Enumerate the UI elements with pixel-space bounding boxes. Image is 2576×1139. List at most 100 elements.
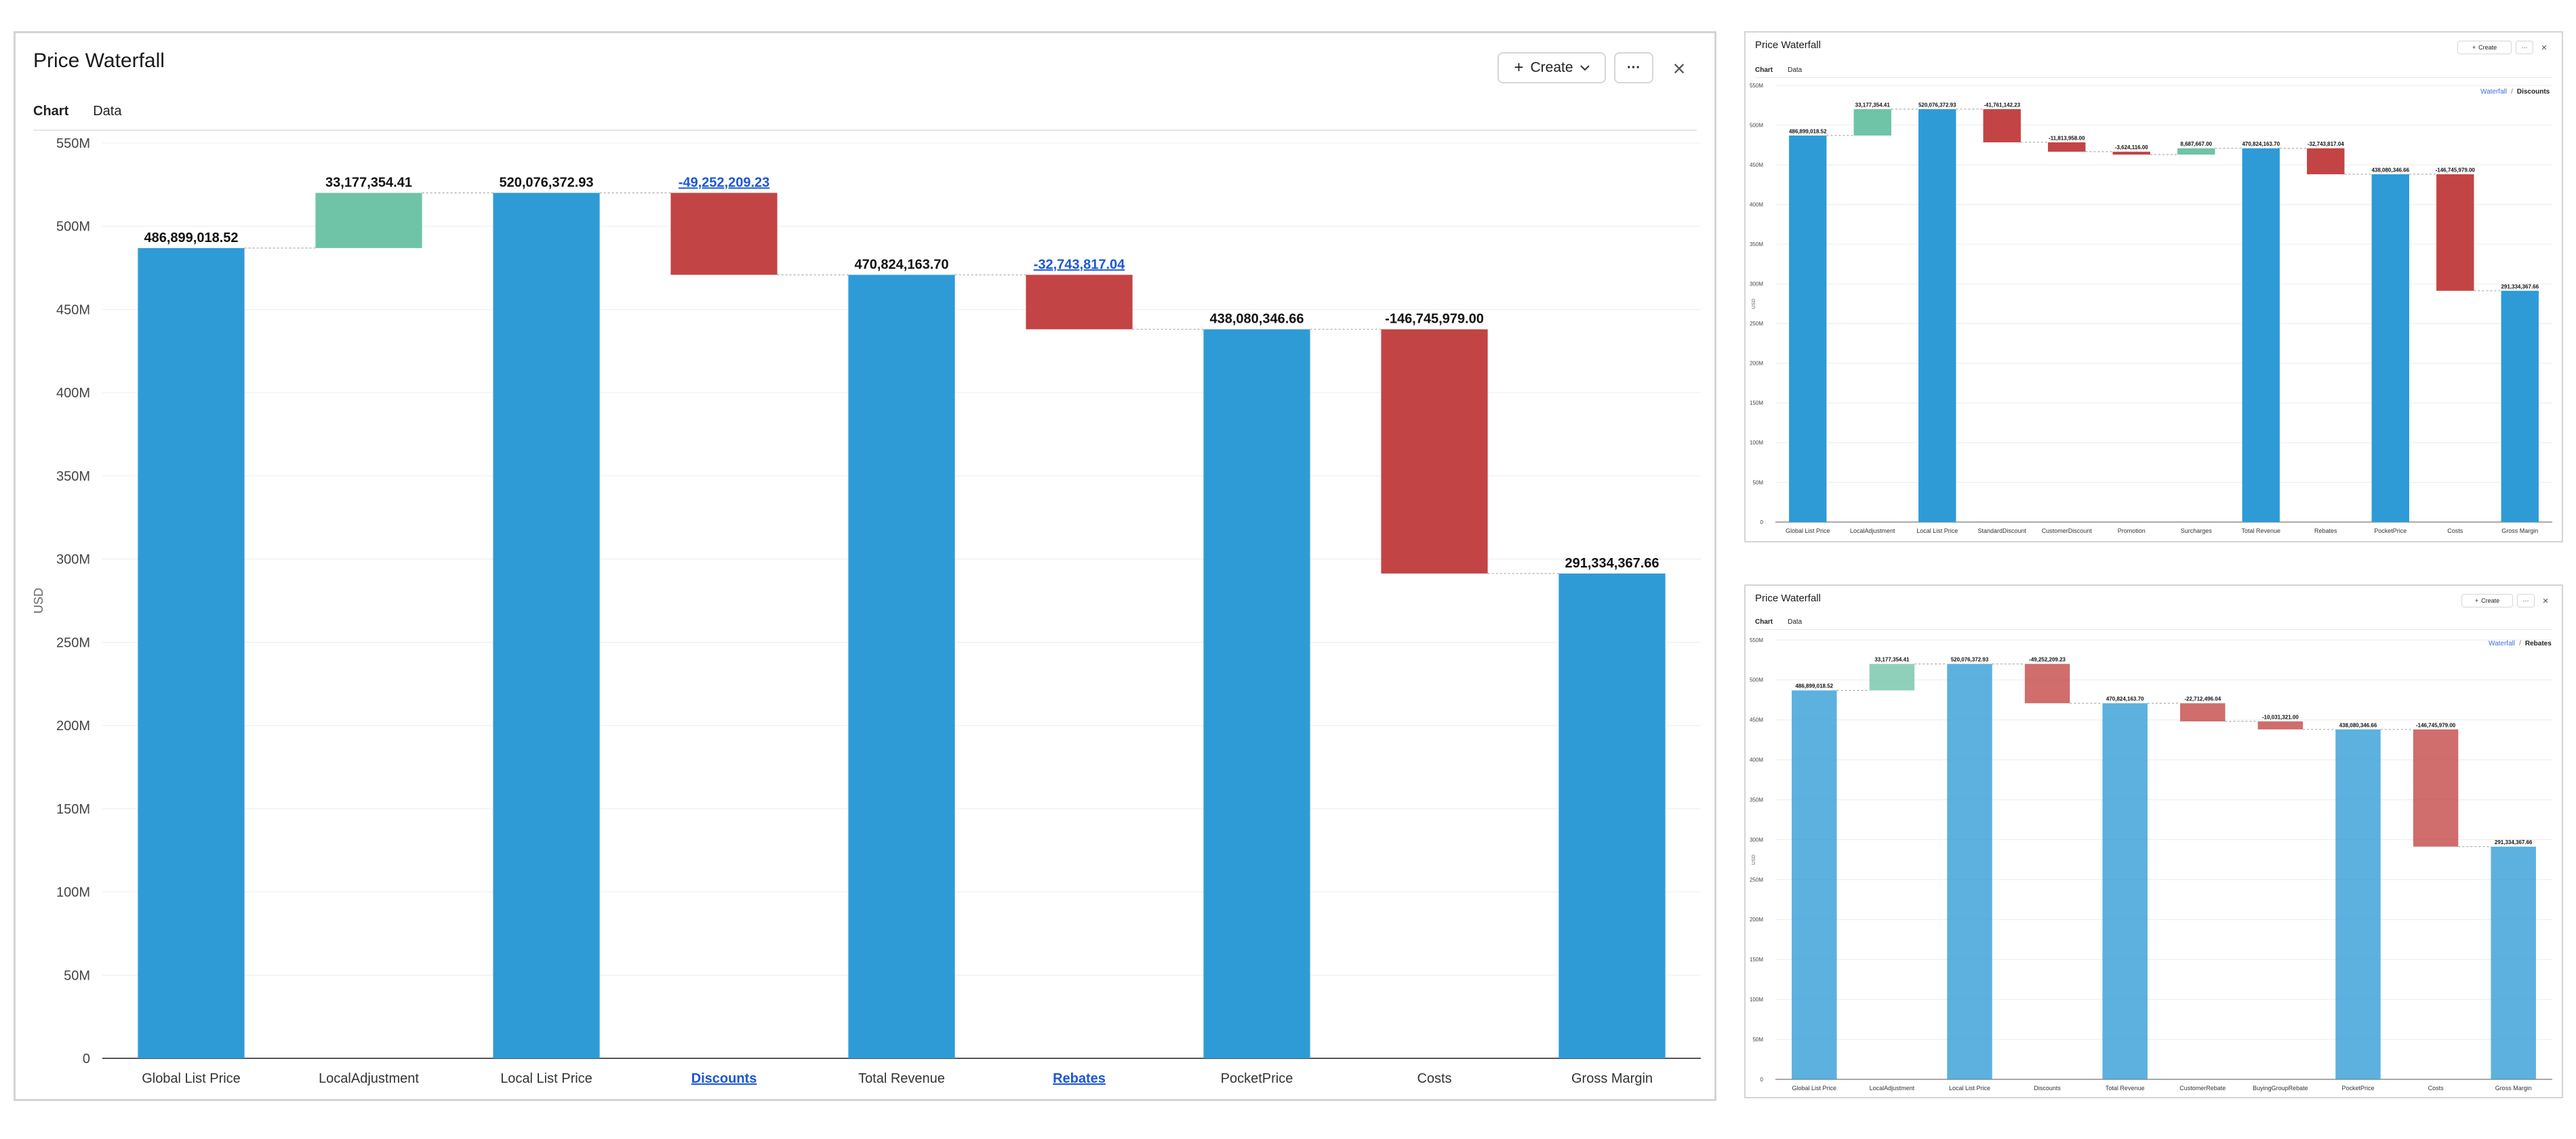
x-tick-label: PocketPrice: [2374, 527, 2407, 534]
y-axis-label: USD: [1750, 854, 1756, 864]
close-button[interactable]: ×: [2537, 41, 2551, 54]
x-tick-label: Surcharges: [2181, 527, 2213, 534]
more-options-button[interactable]: ···: [2516, 41, 2533, 54]
tab-data[interactable]: Data: [1788, 618, 1803, 626]
y-tick-label: 350M: [56, 469, 90, 484]
breadcrumb: Waterfall / Discounts: [2480, 88, 2550, 96]
y-tick-label: 400M: [1750, 757, 1763, 763]
data-label: 486,899,018.52: [1795, 683, 1833, 690]
y-tick-label: 450M: [1750, 162, 1763, 168]
close-button[interactable]: ×: [2539, 594, 2552, 607]
close-icon: ×: [2541, 41, 2548, 54]
y-tick-label: 350M: [1750, 241, 1763, 247]
tab-chart[interactable]: Chart: [33, 104, 68, 126]
create-button-label: Create: [1530, 60, 1573, 75]
bar: [1558, 573, 1666, 1058]
y-tick-label: 550M: [1750, 83, 1763, 89]
y-tick-label: 0: [83, 1052, 90, 1066]
y-tick-label: 0: [1760, 1077, 1764, 1083]
create-button[interactable]: + Create: [2461, 594, 2513, 607]
x-tick-label[interactable]: Rebates: [1053, 1071, 1106, 1086]
view-tabs: Chart Data: [33, 104, 121, 126]
data-label: 438,080,346.66: [2371, 167, 2409, 173]
data-label: 520,076,372.93: [1951, 657, 1989, 663]
y-tick-label: 300M: [56, 553, 90, 567]
data-label: -41,761,142.23: [1984, 102, 2020, 108]
close-button[interactable]: ×: [1666, 55, 1693, 82]
x-tick-label: Costs: [2447, 527, 2463, 534]
x-tick-label: Gross Margin: [2495, 1085, 2532, 1092]
tab-chart[interactable]: Chart: [1755, 618, 1773, 626]
tab-divider: [1755, 629, 2552, 630]
y-tick-label: 150M: [1750, 400, 1763, 406]
data-label: 438,080,346.66: [2339, 722, 2377, 728]
breadcrumb-link-waterfall[interactable]: Waterfall: [2480, 88, 2508, 96]
chevron-down-icon: [1579, 65, 1590, 71]
y-tick-label: 400M: [1750, 201, 1763, 207]
bar: [1792, 690, 1837, 1079]
bar: [2307, 148, 2345, 175]
bar: [2501, 290, 2539, 522]
data-label[interactable]: -32,743,817.04: [1034, 257, 1125, 272]
data-label: 291,334,367.66: [2501, 283, 2539, 289]
bar: [2371, 174, 2409, 522]
x-tick-label: Local List Price: [500, 1071, 592, 1086]
bar: [1853, 109, 1891, 136]
x-tick-label: PocketPrice: [1221, 1071, 1293, 1086]
y-axis-label: USD: [1750, 298, 1756, 308]
y-tick-label: 450M: [56, 302, 90, 317]
y-tick-label: 400M: [56, 386, 90, 401]
x-tick-label[interactable]: Discounts: [691, 1071, 757, 1086]
x-tick-label: Local List Price: [1916, 527, 1958, 534]
data-label: 438,080,346.66: [1209, 312, 1304, 327]
data-label: 291,334,367.66: [2495, 839, 2533, 845]
waterfall-chart-rebates: 0 50M 100M 150M 200M 250M 300M 350M 400M 450M 500M…: [1750, 637, 2552, 1092]
bar: [1026, 275, 1133, 329]
y-tick-label: 50M: [1752, 479, 1763, 485]
bar: [315, 193, 422, 248]
y-tick-label: 550M: [1750, 637, 1763, 643]
more-icon: ···: [2522, 597, 2529, 604]
x-tick-label: LocalAdjustment: [1870, 1085, 1915, 1092]
create-button-label: Create: [2478, 44, 2497, 51]
panel-title: Price Waterfall: [1755, 39, 1821, 51]
tab-data[interactable]: Data: [1788, 66, 1803, 74]
more-options-button[interactable]: ···: [1614, 52, 1653, 83]
data-label: -11,813,958.00: [2049, 135, 2085, 141]
x-tick-label: Discounts: [2034, 1085, 2061, 1092]
data-label: -3,624,116.00: [2115, 144, 2148, 151]
plus-icon: +: [2472, 44, 2476, 51]
data-label: -32,743,817.04: [2308, 141, 2344, 147]
data-label: 8,687,667.00: [2180, 141, 2212, 147]
y-tick-label: 250M: [56, 635, 90, 650]
more-options-button[interactable]: ···: [2517, 594, 2535, 607]
bar: [2048, 142, 2086, 152]
bar: [2335, 729, 2381, 1079]
y-tick-label: 50M: [64, 968, 90, 983]
bar: [1918, 109, 1956, 522]
bar: [848, 275, 955, 1058]
data-label: 470,824,163.70: [854, 257, 948, 272]
y-tick-label: 100M: [1750, 440, 1763, 446]
tab-data[interactable]: Data: [93, 104, 122, 119]
breadcrumb-separator: /: [2511, 88, 2513, 96]
tab-chart[interactable]: Chart: [1755, 66, 1773, 74]
data-label[interactable]: -49,252,209.23: [679, 175, 770, 190]
x-tick-label: CustomerRebate: [2179, 1085, 2226, 1092]
bar: [493, 193, 600, 1058]
bar: [2436, 174, 2474, 291]
y-tick-label: 500M: [1750, 677, 1763, 683]
more-icon: ···: [2521, 44, 2528, 51]
y-tick-label: 300M: [1750, 837, 1763, 843]
breadcrumb-link-waterfall[interactable]: Waterfall: [2489, 640, 2516, 647]
view-tabs: Chart Data: [1755, 66, 1802, 74]
bar: [1381, 329, 1488, 574]
discounts-detail-panel: Price Waterfall Chart Data + Create ··· …: [1744, 31, 2563, 542]
create-button[interactable]: + Create: [1497, 52, 1606, 83]
data-label: -10,031,321.00: [2262, 714, 2299, 720]
plus-icon: +: [1514, 58, 1524, 77]
bar: [2413, 729, 2459, 847]
create-button[interactable]: + Create: [2457, 41, 2512, 54]
bar: [2102, 703, 2148, 1079]
breadcrumb-current: Discounts: [2516, 88, 2550, 96]
